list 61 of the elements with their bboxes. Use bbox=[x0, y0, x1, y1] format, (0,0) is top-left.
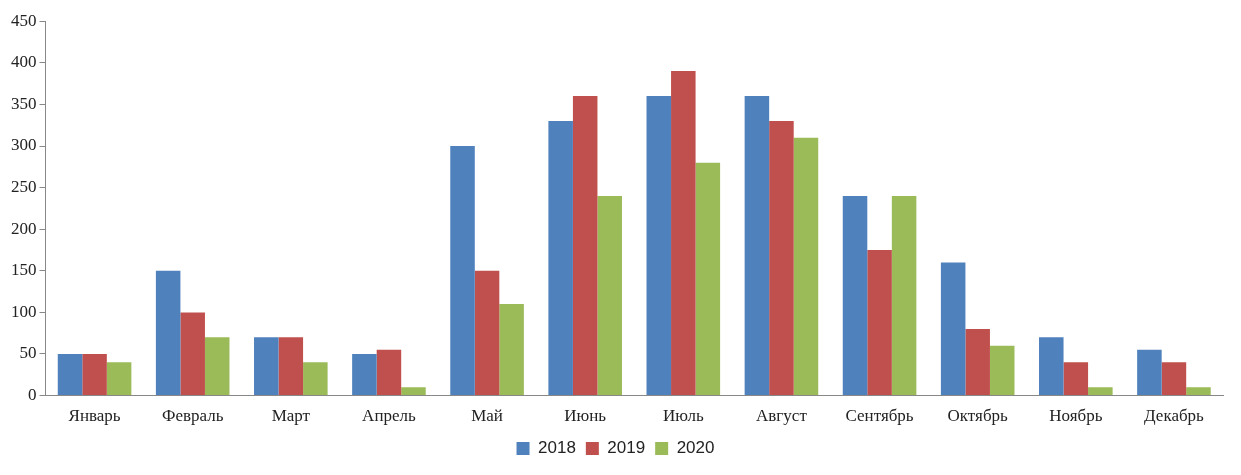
bar bbox=[891, 195, 917, 396]
legend-label: 2018 bbox=[538, 438, 576, 458]
bar bbox=[352, 354, 377, 396]
bar bbox=[572, 96, 598, 396]
bar bbox=[450, 146, 475, 396]
bar bbox=[769, 121, 794, 396]
y-tick-label: 50 bbox=[19, 343, 37, 363]
bar bbox=[155, 270, 181, 396]
bar bbox=[376, 349, 402, 396]
y-tick-label: 200 bbox=[11, 218, 37, 238]
y-tick-label: 350 bbox=[11, 93, 37, 113]
x-tick-label: Январь bbox=[68, 406, 121, 426]
x-tick-label: Август bbox=[756, 406, 808, 426]
bar bbox=[254, 337, 279, 396]
bar bbox=[1137, 349, 1162, 396]
x-tick-label: Март bbox=[271, 406, 311, 426]
bar bbox=[842, 195, 868, 396]
bar bbox=[867, 250, 892, 396]
bar bbox=[57, 354, 83, 396]
x-tick-label: Июнь bbox=[564, 406, 607, 426]
bar bbox=[82, 354, 107, 396]
bar bbox=[671, 71, 696, 396]
bar bbox=[180, 312, 205, 396]
bar bbox=[1039, 337, 1064, 396]
y-tick-label: 0 bbox=[28, 385, 37, 405]
bar bbox=[499, 304, 524, 396]
legend-label: 2020 bbox=[676, 438, 715, 458]
bar bbox=[548, 121, 573, 396]
y-tick-label: 100 bbox=[11, 301, 37, 321]
x-tick-label: Апрель bbox=[362, 406, 417, 426]
bar bbox=[940, 262, 966, 396]
x-tick-label: Ноябрь bbox=[1049, 406, 1103, 426]
bar bbox=[1063, 362, 1089, 396]
bar bbox=[204, 337, 230, 396]
bar bbox=[965, 329, 990, 396]
x-tick-label: Декабрь bbox=[1144, 406, 1205, 426]
bar bbox=[1161, 362, 1187, 396]
y-tick-label: 450 bbox=[11, 10, 37, 30]
bar bbox=[303, 362, 328, 396]
bar bbox=[646, 96, 672, 396]
x-tick-label: Февраль bbox=[161, 406, 224, 426]
y-tick-label: 400 bbox=[11, 52, 37, 72]
bar bbox=[744, 96, 770, 396]
bar bbox=[401, 387, 426, 396]
bar bbox=[278, 337, 304, 396]
x-tick-label: Июль bbox=[662, 406, 704, 426]
x-tick-label: Май bbox=[471, 406, 503, 426]
bar bbox=[989, 345, 1015, 396]
y-tick-label: 300 bbox=[11, 135, 37, 155]
bar bbox=[1088, 387, 1113, 396]
bar bbox=[474, 270, 500, 396]
bar bbox=[793, 137, 819, 396]
legend-label: 2019 bbox=[607, 438, 646, 458]
bar bbox=[1186, 387, 1211, 396]
x-tick-label: Сентябрь bbox=[845, 406, 914, 426]
x-tick-label: Октябрь bbox=[947, 406, 1009, 426]
bar bbox=[597, 195, 622, 396]
bar bbox=[106, 362, 132, 396]
y-tick-label: 250 bbox=[11, 177, 37, 197]
bar bbox=[695, 162, 721, 396]
y-tick-label: 150 bbox=[11, 260, 37, 280]
